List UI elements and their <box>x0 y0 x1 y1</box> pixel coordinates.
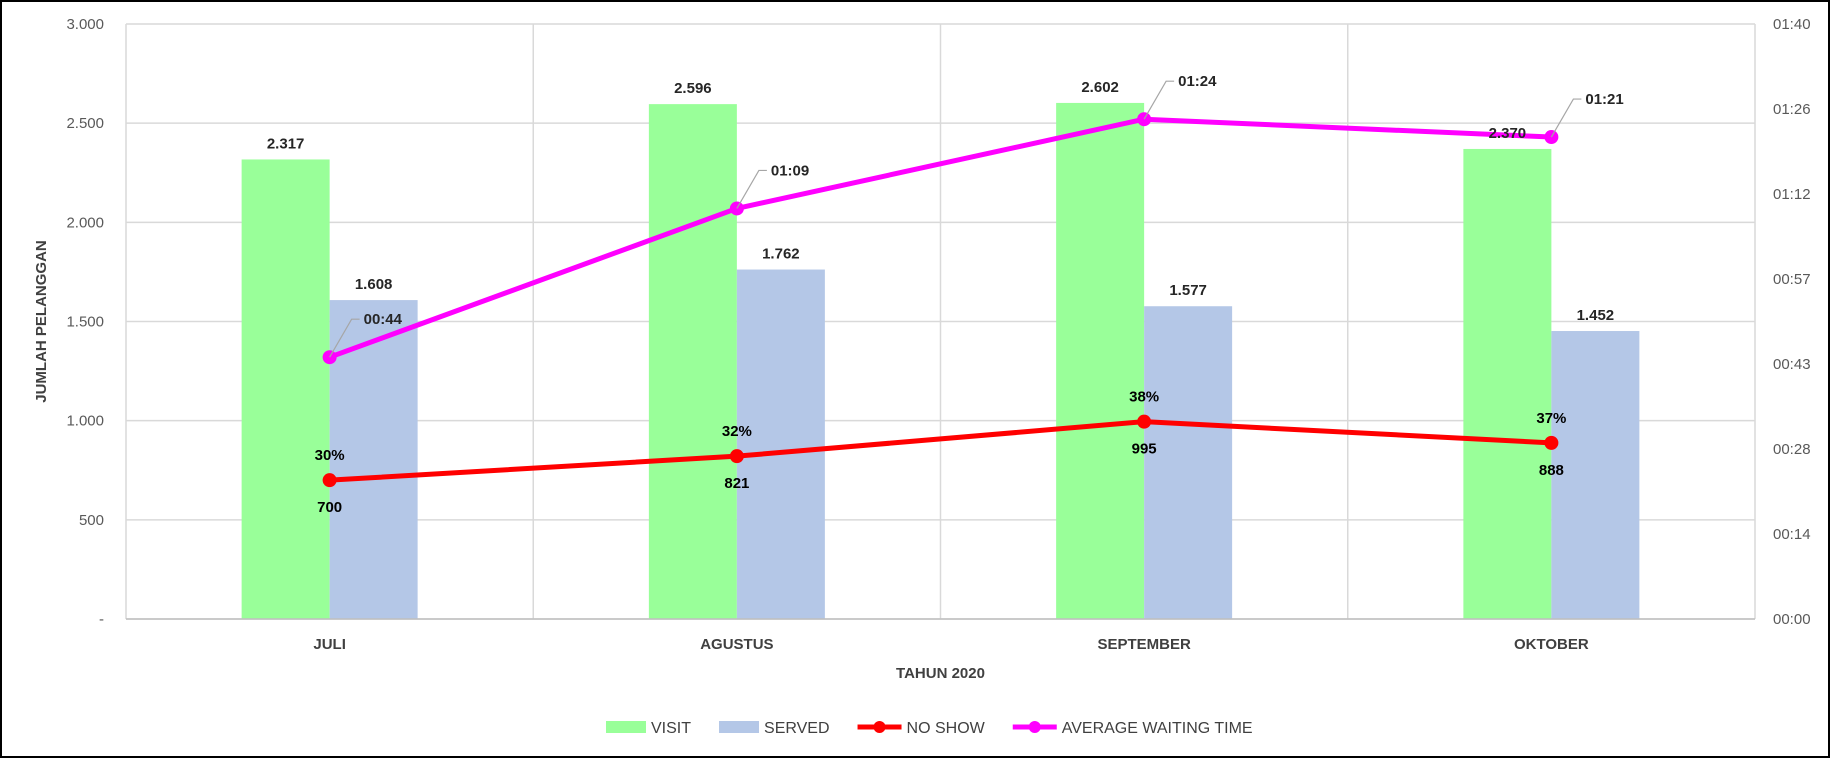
bars <box>241 102 1640 620</box>
bar-served <box>1551 331 1640 619</box>
bar-visit <box>1463 148 1552 619</box>
line-marker <box>322 473 337 488</box>
no-show-percent-label: 37% <box>1536 410 1566 427</box>
legend-swatch-marker <box>1028 721 1041 733</box>
y2-tick-label: 00:57 <box>1773 271 1811 288</box>
no-show-percent-label: 32% <box>722 423 752 440</box>
waiting-time-label: 01:09 <box>771 162 809 179</box>
no-show-percent-label: 38% <box>1129 389 1159 406</box>
bar-visit <box>648 104 737 620</box>
no-show-value-label: 888 <box>1539 462 1564 479</box>
legend-label: VISIT <box>651 720 691 737</box>
bar-served <box>736 269 825 619</box>
legend-item-average-waiting-time: AVERAGE WAITING TIME <box>1012 720 1253 737</box>
y-tick-label: 1.000 <box>66 413 104 430</box>
legend-swatch <box>719 721 760 733</box>
bar-value-label: 2.602 <box>1081 79 1119 96</box>
bar-visit <box>241 159 330 619</box>
no-show-value-label: 700 <box>317 499 342 516</box>
y2-tick-label: 00:43 <box>1773 356 1811 373</box>
bar-value-label: 1.608 <box>355 276 393 293</box>
leader-line <box>736 169 767 209</box>
y2-tick-label: 00:14 <box>1773 526 1811 543</box>
y-tick-label: 3.000 <box>66 16 104 33</box>
line-average-waiting-time <box>328 116 1552 360</box>
waiting-time-label: 01:24 <box>1178 73 1217 90</box>
line-series <box>322 112 1559 488</box>
legend-label: NO SHOW <box>907 720 986 737</box>
y2-tick-label: 01:40 <box>1773 16 1811 33</box>
line-no-show <box>329 419 1552 483</box>
y2-tick-label: 00:00 <box>1773 611 1811 628</box>
no-show-percent-label: 30% <box>315 447 345 464</box>
y-tick-label: - <box>99 611 104 628</box>
bar-value-label: 1.762 <box>762 246 800 263</box>
legend-item-visit: VISIT <box>606 720 691 737</box>
line-marker <box>729 449 744 464</box>
y-tick-label: 2.500 <box>66 115 104 132</box>
legend: VISIT SERVED NO SHOW AVERAGE WAITING TIME <box>606 720 1253 737</box>
leader-line <box>329 318 360 358</box>
no-show-value-label: 821 <box>724 475 749 492</box>
y-tick-label: 500 <box>79 512 104 529</box>
x-tick-label: AGUSTUS <box>700 636 773 653</box>
x-tick-label: OKTOBER <box>1514 636 1589 653</box>
no-show-value-label: 995 <box>1132 441 1157 458</box>
legend-item-served: SERVED <box>719 720 830 737</box>
y-tick-label: 2.000 <box>66 214 104 231</box>
y-tick-label: 1.500 <box>66 314 104 331</box>
axes: - 500 1.000 1.500 2.000 2.500 3.000 00:00 00:14 0… <box>33 16 1811 682</box>
x-tick-label: JULI <box>313 636 346 653</box>
bar-visit <box>1056 102 1145 620</box>
line-marker <box>1544 435 1559 450</box>
bar-value-label: 2.370 <box>1489 125 1527 142</box>
y2-tick-label: 00:28 <box>1773 441 1811 458</box>
legend-label: SERVED <box>764 720 830 737</box>
leader-line <box>1550 98 1582 138</box>
y-axis-title: JUMLAH PELANGGAN <box>33 240 50 403</box>
legend-swatch <box>606 721 646 733</box>
data-labels: 2.317 2.596 2.602 2.370 1.608 1.762 1.577 1.452… <box>267 73 1624 516</box>
bar-value-label: 1.452 <box>1577 307 1615 324</box>
bar-value-label: 2.596 <box>674 80 712 97</box>
x-axis-title: TAHUN 2020 <box>896 665 985 682</box>
bar-value-label: 1.577 <box>1169 282 1207 299</box>
legend-item-no-show: NO SHOW <box>857 720 986 737</box>
line-marker <box>1137 414 1152 429</box>
y2-tick-label: 01:12 <box>1773 186 1811 203</box>
leader-line <box>1143 80 1175 120</box>
bar-value-label: 2.317 <box>267 135 305 152</box>
bar-served <box>1144 306 1233 619</box>
waiting-time-label: 00:44 <box>364 311 403 328</box>
legend-swatch-marker <box>873 721 886 733</box>
y2-tick-label: 01:26 <box>1773 101 1811 118</box>
waiting-time-label: 01:21 <box>1585 91 1623 108</box>
legend-label: AVERAGE WAITING TIME <box>1062 720 1253 737</box>
x-tick-label: SEPTEMBER <box>1097 636 1191 653</box>
